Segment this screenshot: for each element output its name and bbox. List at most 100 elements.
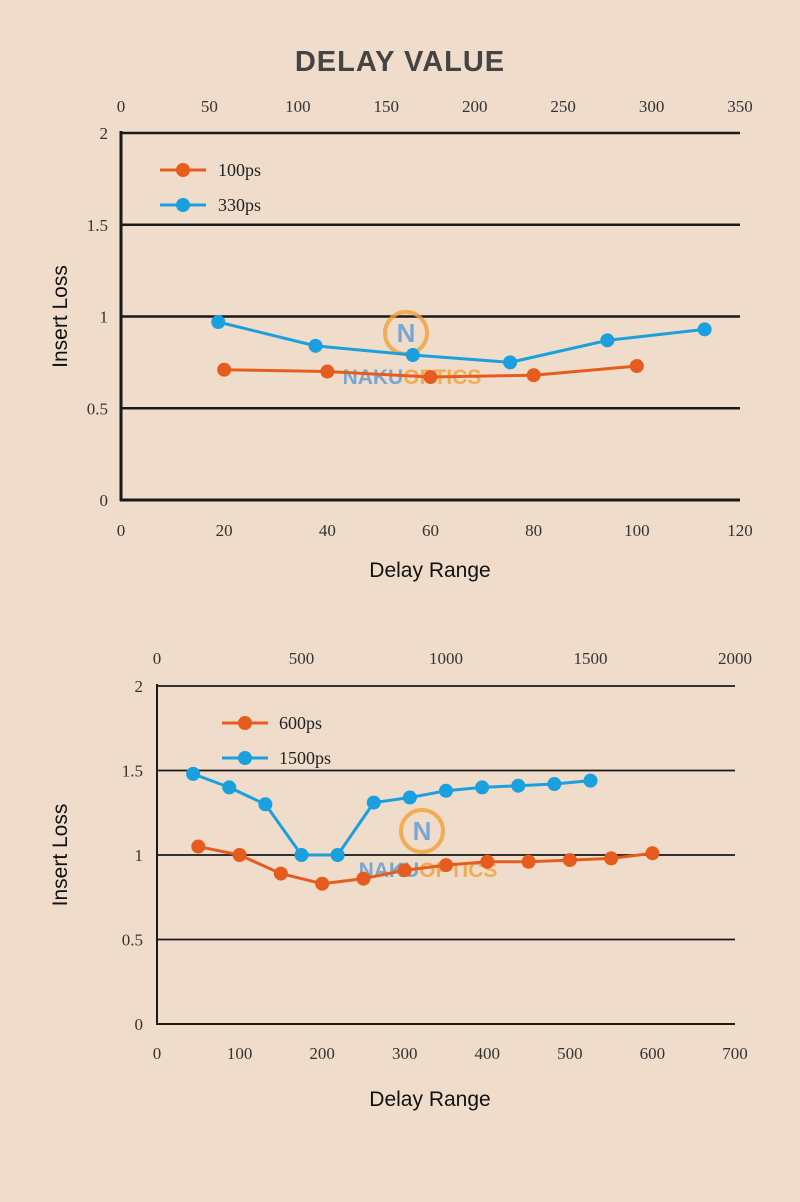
legend-entry: 1500ps: [222, 748, 331, 768]
x-bottom-tick-label: 40: [319, 521, 336, 540]
y-tick-label: 1: [135, 846, 144, 865]
data-point: [217, 362, 232, 377]
legend-marker: [176, 198, 190, 212]
legend-entry: 330ps: [160, 195, 261, 215]
data-point: [356, 871, 371, 886]
x-bottom-tick-label: 300: [392, 1044, 418, 1063]
x-top-tick-label: 2000: [718, 649, 752, 668]
data-point: [405, 348, 420, 363]
x-bottom-tick-label: 0: [117, 521, 126, 540]
x-axis-label: Delay Range: [369, 1088, 490, 1111]
y-tick-label: 0.5: [122, 931, 143, 950]
y-tick-label: 0: [135, 1015, 144, 1034]
legend-entry: 600ps: [222, 713, 322, 733]
data-point: [604, 851, 619, 866]
x-top-tick-label: 1000: [429, 649, 463, 668]
data-point: [475, 780, 490, 795]
x-top-tick-label: 200: [462, 97, 488, 116]
data-point: [547, 777, 562, 792]
x-bottom-tick-label: 80: [525, 521, 542, 540]
data-point: [697, 322, 712, 337]
data-point: [562, 853, 577, 868]
watermark-letter: N: [413, 816, 432, 846]
y-tick-label: 2: [100, 124, 109, 143]
y-tick-label: 2: [135, 677, 144, 696]
y-axis-label: Insert Loss: [49, 265, 72, 368]
y-tick-label: 1.5: [87, 216, 108, 235]
y-tick-label: 0.5: [87, 399, 108, 418]
data-point: [511, 778, 526, 793]
x-bottom-tick-label: 500: [557, 1044, 583, 1063]
x-top-tick-label: 250: [550, 97, 576, 116]
data-point: [439, 858, 453, 873]
series-1500ps: [186, 766, 598, 862]
x-top-tick-label: 150: [374, 97, 400, 116]
x-bottom-tick-label: 600: [640, 1044, 666, 1063]
data-point: [526, 368, 541, 383]
watermark-ring: [399, 808, 445, 854]
data-point: [397, 863, 412, 878]
y-tick-label: 1: [100, 308, 109, 327]
legend-label: 330ps: [218, 195, 261, 215]
data-point: [315, 876, 330, 891]
data-point: [629, 359, 644, 374]
legend-marker: [176, 163, 190, 177]
legend-label: 100ps: [218, 160, 261, 180]
data-point: [600, 333, 615, 348]
watermark-text-left: NAKU: [343, 366, 404, 389]
data-point: [330, 848, 345, 862]
data-point: [645, 846, 660, 861]
x-bottom-tick-label: 0: [153, 1044, 162, 1063]
data-point: [402, 790, 417, 805]
x-bottom-tick-label: 120: [727, 521, 753, 540]
data-point: [439, 783, 453, 798]
x-bottom-tick-label: 100: [227, 1044, 253, 1063]
data-point: [211, 315, 226, 330]
x-axis-label: Delay Range: [369, 559, 490, 582]
x-top-tick-label: 350: [727, 97, 753, 116]
x-bottom-tick-label: 400: [475, 1044, 501, 1063]
data-point: [423, 370, 438, 385]
data-point: [521, 854, 536, 869]
series-600ps: [191, 839, 660, 891]
y-tick-label: 1.5: [122, 762, 143, 781]
data-point: [480, 854, 495, 869]
series-line: [192, 772, 591, 857]
data-point: [583, 773, 598, 788]
series-330ps: [211, 315, 712, 370]
x-top-tick-label: 100: [285, 97, 311, 116]
x-top-tick-label: 500: [289, 649, 315, 668]
data-point: [294, 848, 309, 862]
data-point: [273, 866, 288, 881]
x-bottom-tick-label: 100: [624, 521, 650, 540]
x-bottom-tick-label: 20: [216, 521, 233, 540]
legend-entry: 100ps: [160, 160, 261, 180]
y-axis-label: Insert Loss: [49, 804, 72, 907]
data-point: [258, 797, 273, 812]
series-100ps: [217, 359, 644, 385]
series-line: [217, 320, 705, 364]
x-bottom-tick-label: 700: [722, 1044, 748, 1063]
data-point: [503, 355, 518, 370]
y-tick-label: 0: [100, 491, 109, 510]
data-point: [191, 839, 206, 854]
x-top-tick-label: 0: [153, 649, 162, 668]
data-point: [232, 848, 247, 862]
data-point: [320, 364, 335, 379]
legend-label: 1500ps: [279, 748, 331, 768]
data-point: [222, 780, 237, 795]
legend-marker: [238, 716, 252, 730]
data-point: [308, 338, 323, 353]
data-point: [366, 795, 381, 810]
x-top-tick-label: 300: [639, 97, 665, 116]
legend-label: 600ps: [279, 713, 322, 733]
watermark-letter: N: [397, 318, 416, 348]
page-heading: DELAY VALUE: [295, 46, 505, 78]
data-point: [186, 766, 201, 781]
legend-marker: [238, 751, 252, 765]
